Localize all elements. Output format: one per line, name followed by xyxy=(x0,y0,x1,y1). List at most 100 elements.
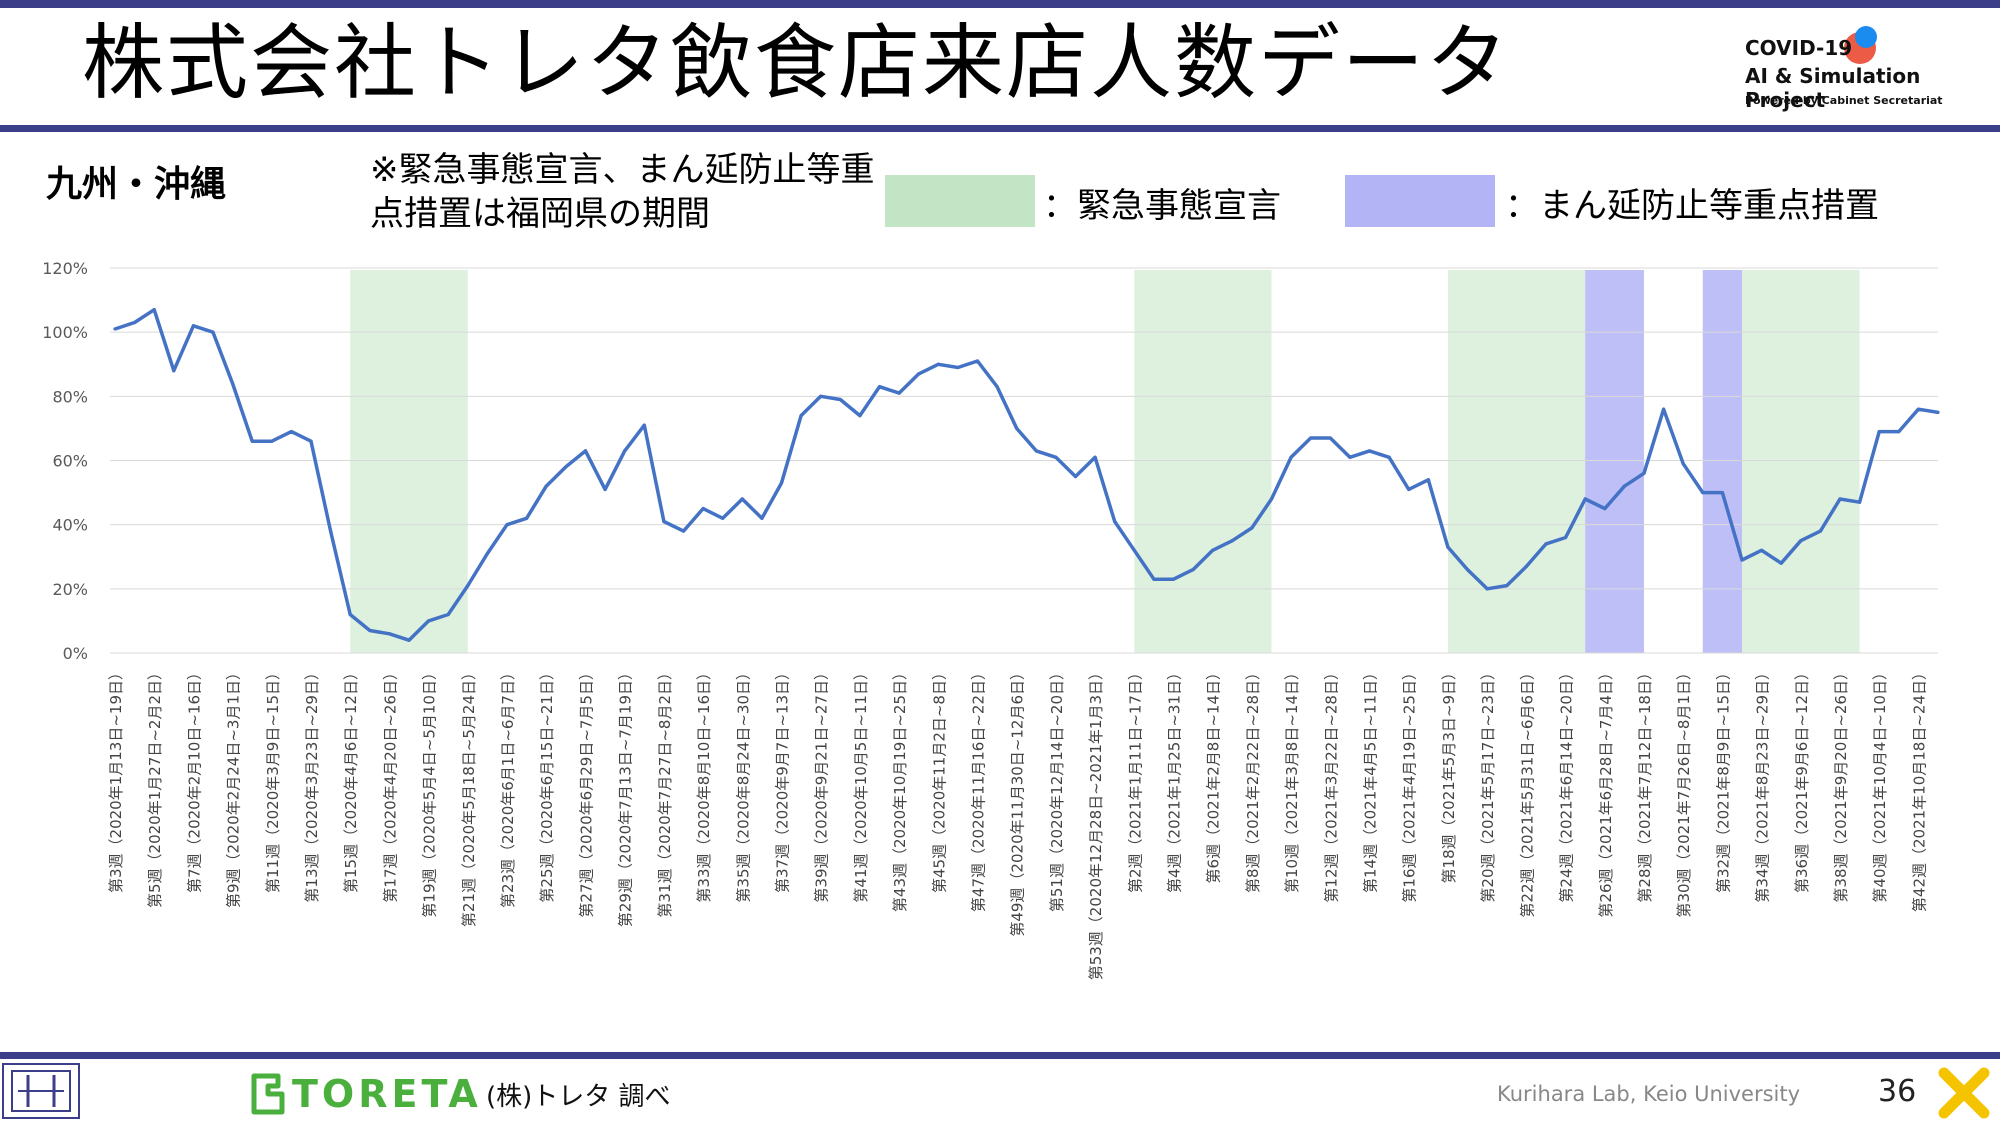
header-divider xyxy=(0,125,2000,132)
data-point xyxy=(1505,584,1509,588)
data-point xyxy=(289,430,294,434)
data-point xyxy=(466,584,470,588)
data-point xyxy=(1720,490,1724,495)
data-point xyxy=(1740,558,1744,562)
data-point xyxy=(1524,564,1528,568)
x-tick-label: 第37週（2020年9月7日~13日） xyxy=(773,665,791,893)
data-point xyxy=(564,465,568,469)
data-point xyxy=(877,385,882,389)
data-point xyxy=(681,529,686,533)
x-tick-label: 第43週（2020年10月19日~25日） xyxy=(891,665,909,912)
data-point xyxy=(603,487,607,491)
data-point xyxy=(1936,410,1940,414)
x-tick-label: 第42週（2021年10月18日~24日） xyxy=(1910,665,1928,912)
data-point xyxy=(1779,561,1783,565)
data-point xyxy=(897,391,901,395)
data-point xyxy=(211,330,215,334)
data-point xyxy=(662,519,666,524)
data-point xyxy=(1622,484,1626,488)
x-tick-label: 第45週（2020年11月2日~8日） xyxy=(930,665,948,893)
x-tick-label: 第34週（2021年8月23日~29日） xyxy=(1754,665,1772,903)
x-tick-label: 第33週（2020年8月10日~16日） xyxy=(695,665,713,903)
data-point xyxy=(1544,542,1548,546)
x-tick-label: 第51週（2020年12月14日~20日） xyxy=(1048,665,1066,912)
logo-line3: Powered by Cabinet Secretariat xyxy=(1745,94,1943,107)
data-point xyxy=(446,612,450,617)
data-point xyxy=(485,551,490,556)
data-point xyxy=(387,632,392,636)
data-source: (株)トレタ 調べ xyxy=(486,1082,671,1112)
x-tick-label: 第26週（2021年6月28日~7月4日） xyxy=(1597,665,1615,918)
data-point xyxy=(1230,539,1234,543)
data-point xyxy=(1387,455,1391,459)
data-point xyxy=(348,612,352,617)
data-point xyxy=(1073,474,1078,479)
x-tick-label: 第53週（2020年12月28日~2021年1月3日） xyxy=(1087,665,1105,980)
data-point xyxy=(1367,449,1372,453)
data-point xyxy=(1093,455,1097,459)
x-tick-label: 第22週（2021年5月31日~6月6日） xyxy=(1518,665,1536,918)
data-point xyxy=(329,529,333,533)
data-point xyxy=(427,619,431,623)
logo-line1: COVID-19 xyxy=(1745,36,1853,60)
data-point xyxy=(1642,471,1646,475)
legend-emergency-label: ：緊急事態宣言 xyxy=(1043,186,1281,226)
period-band-emergency xyxy=(1134,270,1272,653)
top-bar xyxy=(0,0,2000,8)
data-point xyxy=(642,423,646,427)
data-point xyxy=(133,320,137,325)
data-point xyxy=(1211,548,1215,552)
data-point xyxy=(917,372,921,376)
x-tick-label: 第40週（2021年10月4日~10日） xyxy=(1871,665,1889,903)
legend-emergency-swatch xyxy=(885,175,1035,227)
data-point xyxy=(1191,567,1195,572)
lab-logo-icon xyxy=(11,1070,71,1112)
data-point xyxy=(1818,529,1822,533)
data-point xyxy=(309,439,313,443)
data-point xyxy=(1897,430,1901,434)
data-point xyxy=(838,397,842,402)
data-point xyxy=(231,381,235,386)
period-band-priority xyxy=(1702,270,1742,653)
lab-credit: Kurihara Lab, Keio University xyxy=(1497,1082,1801,1106)
data-point xyxy=(583,449,588,453)
data-point xyxy=(1701,490,1705,495)
data-point xyxy=(1916,407,1920,411)
data-point xyxy=(250,439,254,443)
data-point xyxy=(1309,436,1313,440)
data-point xyxy=(544,484,548,488)
data-point xyxy=(1446,545,1450,549)
x-tick-label: 第38週（2021年9月20日~26日） xyxy=(1832,665,1850,903)
x-tick-label: 第25週（2020年6月15日~21日） xyxy=(538,665,556,903)
data-point xyxy=(1465,567,1470,572)
x-tick-label: 第17週（2020年4月20日~26日） xyxy=(381,665,399,903)
x-tick-label: 第23週（2020年6月1日~6月7日） xyxy=(499,665,517,908)
period-band-emergency xyxy=(1447,270,1586,653)
x-tick-label: 第39週（2020年9月21日~27日） xyxy=(813,665,831,903)
data-point xyxy=(1563,535,1568,540)
x-tick-label: 第24週（2021年6月14日~20日） xyxy=(1558,665,1576,903)
data-point xyxy=(1603,507,1607,511)
x-tick-label: 第27週（2020年6月29日~7月5日） xyxy=(577,665,595,918)
x-tick-label: 第18週（2021年5月3日~9日） xyxy=(1440,665,1458,883)
logo-dot-blue xyxy=(1855,26,1877,48)
x-tick-label: 第32週（2021年8月9日~15日） xyxy=(1714,665,1732,893)
line-chart: 0% 20% 40% 60% 80% 100% 120% 第3週（2020年1月13日~19日… xyxy=(42,259,1940,980)
data-point xyxy=(760,516,764,520)
kurihara-lab-logo xyxy=(2,1063,80,1119)
data-point xyxy=(858,413,862,418)
y-tick-label: 80% xyxy=(52,387,88,406)
data-point xyxy=(799,413,803,418)
toreta-icon xyxy=(251,1073,285,1115)
data-point xyxy=(368,628,372,633)
x-tick-label: 第41週（2020年10月5日~11日） xyxy=(852,665,870,903)
data-point xyxy=(740,497,744,501)
x-tick-label: 第21週（2020年5月18日~5月24日） xyxy=(460,665,478,927)
logo-line2: AI & Simulation Project xyxy=(1745,64,1921,112)
data-point xyxy=(779,481,784,485)
x-tick-label: 第20週（2021年5月17日~23日） xyxy=(1479,665,1497,903)
x-tick-label: 第49週（2020年11月30日~12月6日） xyxy=(1009,665,1027,937)
legend-priority-swatch xyxy=(1345,175,1495,227)
data-point xyxy=(936,362,940,366)
x-tick-label: 第12週（2021年3月22日~28日） xyxy=(1322,665,1340,903)
